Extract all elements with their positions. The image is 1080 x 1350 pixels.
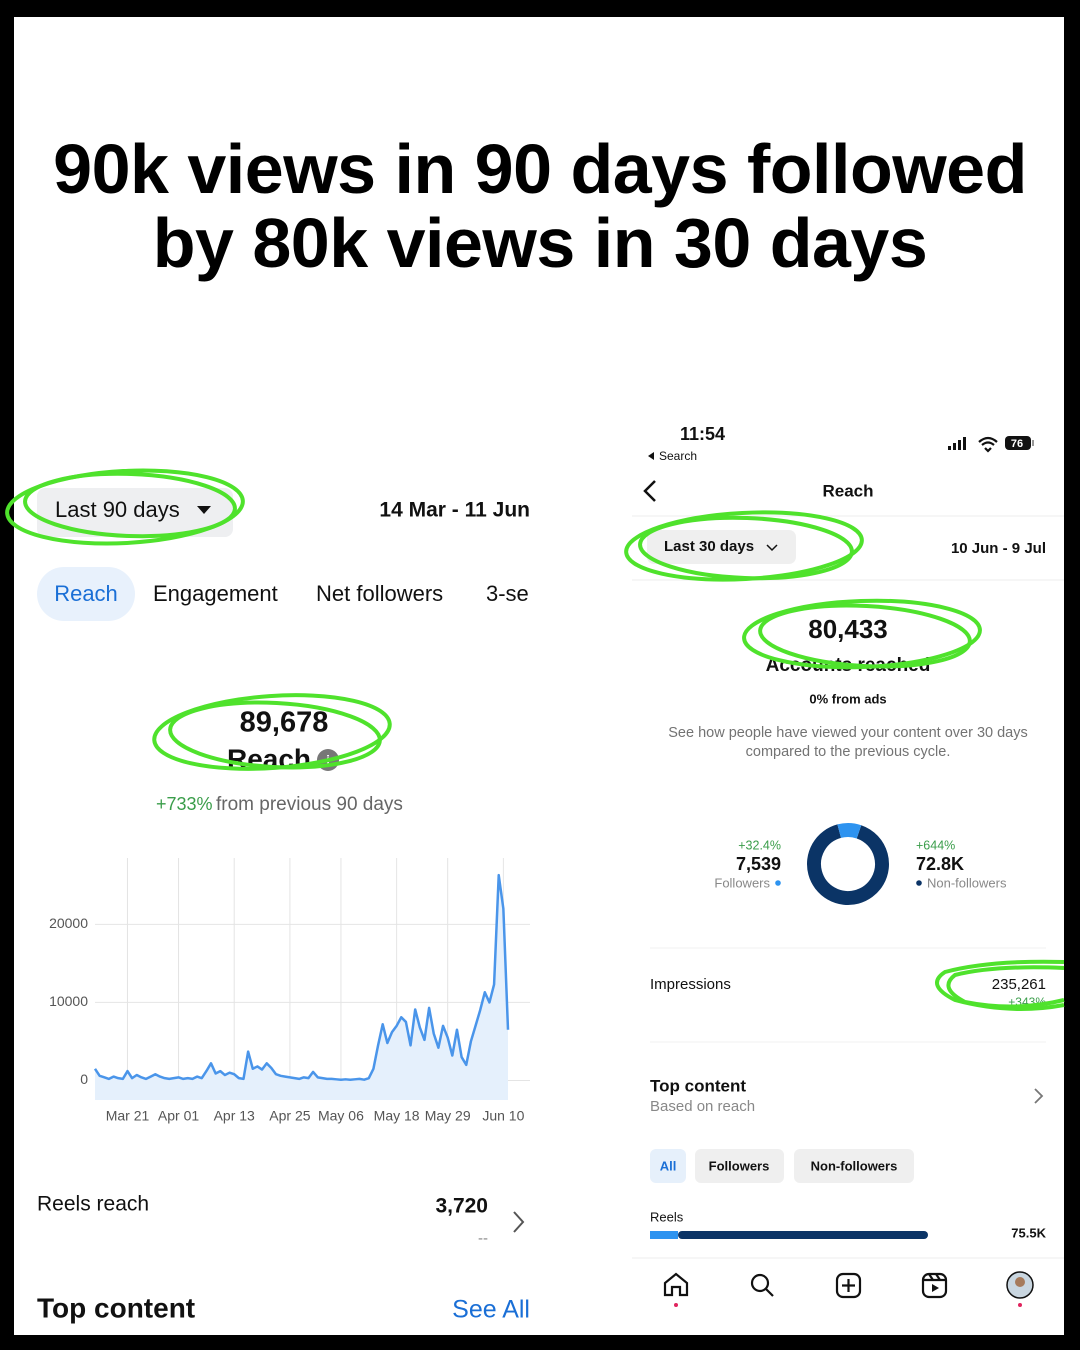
- create-plus: [842, 1279, 855, 1292]
- tab-active[interactable]: [37, 567, 135, 621]
- donut-segment: [807, 823, 889, 905]
- x-tick-label: May 29: [425, 1108, 471, 1124]
- legend-dot: [916, 880, 922, 886]
- donut: [807, 823, 889, 905]
- area: [95, 875, 508, 1100]
- change: +733%: [156, 794, 213, 814]
- change-text: from previous 90 days: [216, 794, 403, 815]
- reels-bar-non-followers: [678, 1231, 928, 1239]
- reels-value: 3,720: [435, 1195, 488, 1218]
- search-icon[interactable]: [750, 1273, 770, 1293]
- range-button[interactable]: [647, 530, 796, 564]
- search-handle: [765, 1288, 774, 1297]
- y-tick-label: 20000: [49, 915, 88, 931]
- notification-dot: [674, 1303, 678, 1307]
- reels-bar-followers: [650, 1231, 678, 1239]
- x-tick-label: May 18: [374, 1108, 420, 1124]
- highlight-scribbles: [5, 468, 1065, 1011]
- tab[interactable]: Engagement: [153, 581, 278, 606]
- followers-label: Followers: [714, 875, 770, 890]
- battery-icon: [1005, 436, 1031, 450]
- reels-icon[interactable]: [921, 1272, 948, 1299]
- x-tick-label: Apr 01: [158, 1108, 199, 1124]
- clock: 11:54: [680, 424, 725, 444]
- reels-label: Reels: [650, 1209, 684, 1224]
- reels-play: [932, 1284, 939, 1292]
- line-chart: Mar 21 Apr 01 Apr 13 Apr 25 May 06 May 18 May …: [49, 858, 530, 1124]
- dropdown-icon: [766, 544, 778, 552]
- section-subtitle: Based on reach: [650, 1098, 755, 1115]
- battery-cap: [1032, 440, 1034, 446]
- accounts-value: 80,433: [808, 614, 888, 644]
- line: [93, 873, 510, 1081]
- tab-bar: [663, 1272, 948, 1299]
- see-all[interactable]: See All: [452, 1296, 530, 1324]
- reach-value: 89,678: [240, 707, 329, 739]
- reels-glyph: [923, 1273, 946, 1282]
- chip-bg[interactable]: [695, 1149, 784, 1183]
- non-followers-label: Non-followers: [927, 875, 1007, 890]
- date-range: 10 Jun - 9 Jul: [951, 540, 1046, 557]
- impressions-label: Impressions: [650, 976, 731, 993]
- chip-bg[interactable]: [794, 1149, 914, 1183]
- wifi-icon: [978, 436, 998, 453]
- x-tick-label: May 06: [318, 1108, 364, 1124]
- tab[interactable]: 3-se: [486, 581, 529, 606]
- back-app[interactable]: Search: [659, 449, 697, 463]
- legend-dot: [775, 880, 781, 886]
- back-button[interactable]: [643, 480, 656, 502]
- non-followers-value: 72.8K: [916, 854, 964, 874]
- dropdown-icon: [197, 506, 211, 514]
- description: See how people have viewed your content …: [668, 725, 1028, 760]
- x-tick-label: Jun 10: [482, 1108, 524, 1124]
- range-label: Last 30 days: [664, 538, 754, 555]
- range-button[interactable]: [37, 488, 233, 537]
- profile-face: [1015, 1277, 1025, 1287]
- date-range: 14 Mar - 11 Jun: [379, 499, 530, 522]
- section-title: Top content: [37, 1292, 195, 1323]
- followers-value: 7,539: [736, 854, 781, 874]
- home-icon[interactable]: [663, 1272, 689, 1297]
- tab[interactable]: Reach: [54, 581, 118, 606]
- reels-value: 75.5K: [1011, 1225, 1046, 1240]
- ads-share: 0% from ads: [809, 691, 886, 706]
- canvas: [14, 17, 1064, 1335]
- non-followers-change: +644%: [916, 838, 955, 852]
- screen-title: Reach: [822, 481, 873, 500]
- tab[interactable]: Net followers: [316, 581, 443, 606]
- chevron[interactable]: [513, 1211, 525, 1233]
- reels-sub: --: [478, 1230, 488, 1247]
- x-tick-label: Mar 21: [106, 1108, 150, 1124]
- section-title: Top content: [650, 1076, 746, 1095]
- battery-level: 76: [1011, 438, 1023, 450]
- reels-label: Reels reach: [37, 1193, 149, 1216]
- followers-change: +32.4%: [738, 838, 781, 852]
- notification-dot: [1018, 1303, 1022, 1307]
- impressions-value: 235,261: [992, 976, 1046, 993]
- chip[interactable]: All: [660, 1158, 677, 1173]
- back-arrow: [648, 452, 654, 460]
- y-tick-label: 10000: [49, 993, 88, 1009]
- x-tick-label: Apr 13: [214, 1108, 255, 1124]
- x-tick-label: Apr 25: [269, 1108, 310, 1124]
- y-tick-label: 0: [80, 1071, 88, 1087]
- chevron[interactable]: [1034, 1088, 1044, 1104]
- signal-icon: [948, 437, 966, 450]
- chip[interactable]: Non-followers: [811, 1158, 898, 1173]
- chip-active[interactable]: [650, 1149, 686, 1183]
- headline: 90k views in 90 days followed by 80k vie…: [53, 130, 1027, 282]
- create-icon[interactable]: [835, 1272, 862, 1299]
- range-label: Last 90 days: [55, 497, 180, 522]
- chip[interactable]: Followers: [709, 1158, 770, 1173]
